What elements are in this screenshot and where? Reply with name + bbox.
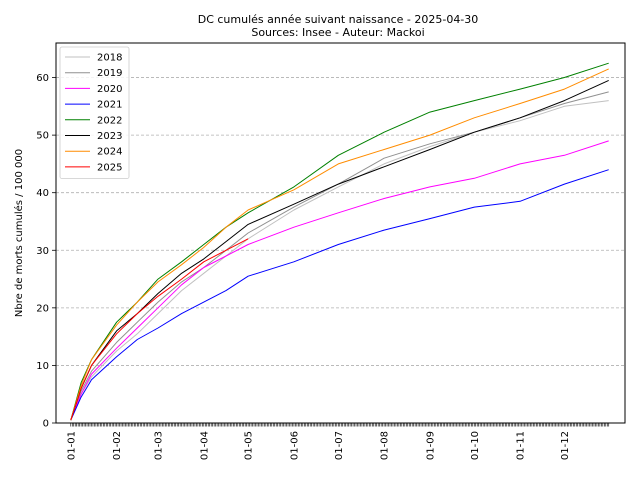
series-line-2022 (70, 62, 609, 421)
x-tick-label: 01-12 (560, 431, 571, 460)
x-tick-label: 01-11 (516, 431, 527, 460)
x-tick-label: 01-01 (66, 431, 77, 460)
y-tick-label: 20 (36, 303, 49, 314)
legend-box (59, 46, 130, 180)
series-line-2019 (70, 91, 609, 421)
y-tick-label: 30 (36, 246, 49, 257)
x-tick-label: 01-08 (380, 431, 391, 460)
series-lines (70, 62, 609, 421)
grid (56, 77, 625, 366)
series-line-2023 (70, 79, 609, 421)
x-tick-label: 01-04 (199, 431, 210, 460)
series-line-2025 (70, 238, 249, 421)
y-tick-label: 40 (36, 188, 49, 199)
legend-label: 2020 (97, 84, 122, 95)
y-tick-label: 60 (36, 73, 49, 84)
x-tick-label: 01-02 (112, 431, 123, 460)
x-tick-label: 01-07 (334, 431, 345, 460)
chart-title: DC cumulés année suivant naissance - 202… (198, 13, 479, 26)
y-axis: 0 10 20 30 40 50 60 (36, 73, 56, 430)
x-tick-label: 01-09 (425, 431, 436, 460)
series-line-2021 (70, 169, 609, 421)
legend-label: 2023 (97, 131, 122, 142)
x-axis: 01-01 01-02 01-03 01-04 01-05 01-06 01-07 01-08… (66, 423, 610, 460)
series-line-2024 (70, 68, 609, 421)
x-tick-label: 01-05 (244, 431, 255, 460)
y-tick-label: 10 (36, 361, 49, 372)
legend-label: 2019 (97, 68, 122, 79)
y-tick-label: 50 (36, 131, 49, 142)
y-tick-label: 0 (43, 419, 49, 430)
series-line-2018 (70, 100, 609, 421)
legend-label: 2021 (97, 100, 122, 111)
legend-label: 2022 (97, 115, 122, 126)
x-tick-label: 01-10 (470, 431, 481, 460)
legend-label: 2025 (97, 162, 122, 173)
plot-frame (55, 42, 626, 424)
legend: 2018 2019 2020 2021 2022 2023 2024 2025 (59, 46, 130, 180)
x-tick-label: 01-06 (289, 431, 300, 460)
legend-label: 2024 (97, 147, 122, 158)
series-line-2020 (70, 140, 609, 421)
legend-label: 2018 (97, 53, 122, 64)
y-axis-label: Nbre de morts cumulés / 100 000 (13, 149, 25, 317)
chart-subtitle: Sources: Insee - Auteur: Mackoi (251, 26, 424, 39)
x-tick-label: 01-03 (153, 431, 164, 460)
